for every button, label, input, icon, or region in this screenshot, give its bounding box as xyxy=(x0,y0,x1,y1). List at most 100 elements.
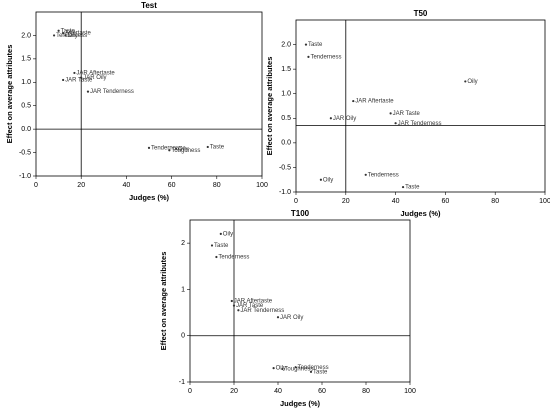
y-tick-label: 1 xyxy=(181,286,185,293)
y-tick-label: 1.0 xyxy=(21,79,31,86)
point-label: Taste xyxy=(214,243,229,249)
point xyxy=(389,112,392,115)
point-label: JAR Tenderness xyxy=(90,89,134,95)
point xyxy=(294,366,297,369)
point-label: JAR Oily xyxy=(280,315,303,321)
x-tick-label: 40 xyxy=(392,198,400,205)
point-label: Oily xyxy=(323,177,333,183)
x-tick-label: 100 xyxy=(256,182,268,189)
x-tick-label: 40 xyxy=(123,182,131,189)
point xyxy=(73,71,76,75)
point-label: JAR Aftertaste xyxy=(234,299,273,305)
point xyxy=(237,309,240,312)
point-label: Oily xyxy=(223,231,233,237)
point xyxy=(147,146,151,149)
point xyxy=(319,178,322,181)
point-label: JAR Taste xyxy=(65,78,93,84)
x-tick-label: 100 xyxy=(404,388,416,395)
x-tick-label: 100 xyxy=(539,198,550,205)
chart-title: Test xyxy=(141,1,157,10)
point xyxy=(175,147,178,150)
point-label: Toughness xyxy=(284,367,313,373)
y-tick-label: 0 xyxy=(181,333,185,340)
y-tick-label: 2.0 xyxy=(21,32,31,39)
x-tick-label: 80 xyxy=(362,388,370,395)
chart-title: T50 xyxy=(414,9,428,18)
x-axis-title: Judges (%) xyxy=(400,209,441,218)
x-tick-label: 0 xyxy=(188,388,192,395)
point xyxy=(206,145,209,149)
y-axis-title: Effect on average attributes xyxy=(5,45,14,144)
x-tick-label: 80 xyxy=(213,182,221,189)
x-tick-label: 20 xyxy=(77,182,85,189)
point xyxy=(281,367,284,371)
point xyxy=(219,232,222,235)
y-tick-label: 0.0 xyxy=(21,126,31,133)
point-label: Tenderness xyxy=(368,172,399,178)
plot-area xyxy=(189,219,411,383)
point-label: Taste xyxy=(313,369,328,375)
point xyxy=(307,55,310,58)
y-axis-title: Effect on average attributes xyxy=(159,252,168,351)
point-label: Tenderness xyxy=(310,54,341,60)
point xyxy=(64,34,67,37)
y-tick-label: -1 xyxy=(179,379,185,386)
point-label: JAR Oily xyxy=(333,116,356,122)
chart-title: T100 xyxy=(291,209,310,218)
y-tick-label: 2 xyxy=(181,240,185,247)
point-label: JAR Taste xyxy=(393,111,421,117)
point xyxy=(62,78,65,82)
y-tick-label: 1.5 xyxy=(281,66,291,73)
point-label: Oily xyxy=(276,366,286,372)
point-label: JAR Tenderness xyxy=(240,308,284,314)
point-label: JAR Aftertaste xyxy=(355,99,394,105)
y-tick-label: 0.5 xyxy=(281,115,291,122)
point xyxy=(394,122,397,125)
x-tick-label: 20 xyxy=(342,198,350,205)
x-tick-label: 0 xyxy=(294,198,298,205)
y-tick-label: -0.5 xyxy=(19,149,31,156)
point-label: Taste xyxy=(210,145,225,151)
point-label: Taste xyxy=(61,28,76,34)
point xyxy=(352,99,355,103)
point xyxy=(52,34,56,37)
point xyxy=(215,255,218,259)
point xyxy=(464,80,467,83)
point-label: JAR Taste xyxy=(236,303,264,309)
point xyxy=(57,29,60,32)
point-label: JAR Aftertaste xyxy=(76,70,115,76)
point xyxy=(304,43,308,46)
y-tick-label: 1.5 xyxy=(21,56,31,63)
x-tick-label: 60 xyxy=(168,182,176,189)
point xyxy=(168,149,171,152)
y-tick-label: 0.5 xyxy=(21,103,31,110)
point-label: JAR Oily xyxy=(83,75,106,81)
point-label: Oily xyxy=(467,79,477,85)
point xyxy=(86,90,90,93)
point-label: JAR Tenderness xyxy=(398,121,442,127)
point-label: Tenderness xyxy=(56,33,87,39)
x-tick-label: 80 xyxy=(491,198,499,205)
y-tick-label: 2.0 xyxy=(281,41,291,48)
x-tick-label: 0 xyxy=(34,182,38,189)
point xyxy=(272,367,275,370)
x-tick-label: 60 xyxy=(318,388,326,395)
point-label: Taste xyxy=(308,42,323,48)
x-axis-title: Judges (%) xyxy=(280,399,321,408)
point xyxy=(401,185,405,189)
plot-area xyxy=(35,11,263,177)
point xyxy=(230,299,233,303)
point-label: Tenderness xyxy=(218,255,249,261)
point xyxy=(210,244,214,247)
point-label: Oily xyxy=(178,146,188,152)
y-tick-label: -1.0 xyxy=(19,173,31,180)
point-label: Tenderness xyxy=(151,145,182,151)
point-label: Toughness xyxy=(171,148,200,154)
x-tick-label: 20 xyxy=(230,388,238,395)
y-tick-label: 1.0 xyxy=(281,91,291,98)
y-tick-label: -1.0 xyxy=(279,189,291,196)
point xyxy=(276,316,280,319)
point xyxy=(364,173,367,176)
point-label: Tenderness xyxy=(298,365,329,371)
